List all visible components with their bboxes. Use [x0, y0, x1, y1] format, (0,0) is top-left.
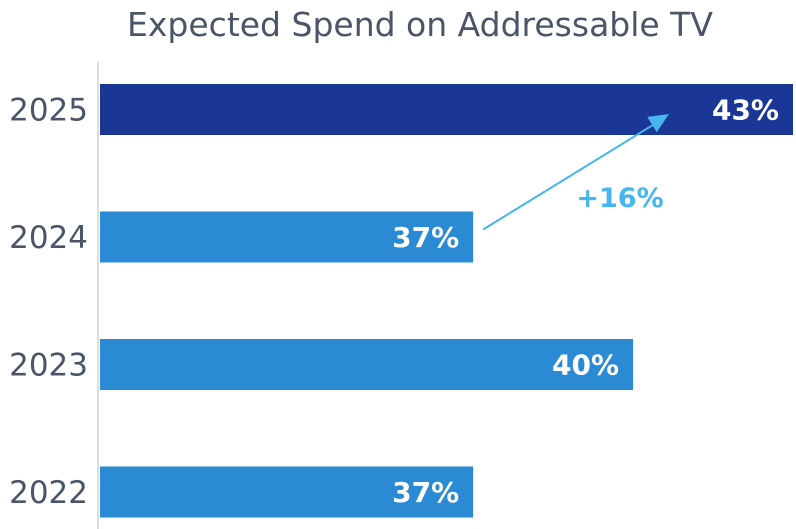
category-label-2023: 2023 [9, 348, 88, 384]
annotation-arrow-line [482, 119, 662, 231]
value-label-2023: 40% [552, 349, 619, 382]
value-label-2025: 43% [712, 94, 779, 127]
bar-2022 [100, 466, 474, 518]
bar-2023 [100, 339, 634, 390]
bar-2025 [100, 84, 793, 135]
annotation-arrow-head-icon [647, 114, 669, 133]
category-label-2022: 2022 [9, 475, 88, 511]
value-label-2022: 37% [392, 476, 459, 509]
category-label-2025: 2025 [9, 93, 88, 129]
value-label-2024: 37% [392, 221, 459, 254]
annotation-label: +16% [576, 183, 663, 214]
chart-title: Expected Spend on Addressable TV [127, 5, 713, 44]
category-label-2024: 2024 [9, 220, 88, 256]
bar-2024 [100, 211, 474, 263]
